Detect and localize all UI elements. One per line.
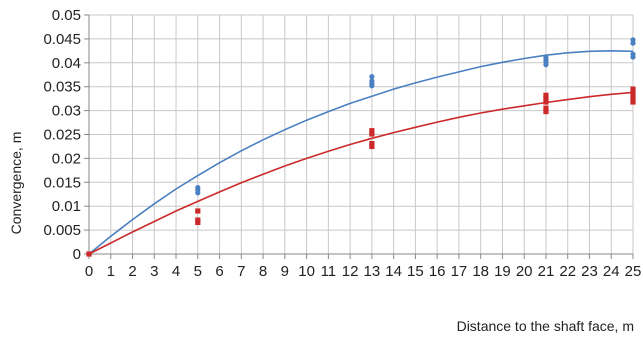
- x-axis-title: Distance to the shaft face, m: [457, 318, 634, 334]
- x-tick-label: 20: [516, 263, 533, 280]
- data-point-series-1: [195, 184, 201, 191]
- y-tick-label: 0.05: [52, 7, 81, 24]
- x-tick-label: 25: [625, 263, 642, 280]
- data-point-series-2: [543, 96, 549, 102]
- x-tick-label: 19: [494, 263, 511, 280]
- y-tick-label: 0.03: [52, 103, 81, 120]
- fit-curve-series-2: [88, 91, 634, 255]
- x-tick-label: 16: [429, 263, 446, 280]
- x-tick-label: 6: [215, 263, 223, 280]
- data-point-series-1: [630, 51, 636, 57]
- data-point-series-1: [630, 37, 636, 43]
- x-tick-label: 1: [107, 263, 115, 280]
- x-tick-label: 2: [128, 263, 136, 280]
- x-tick-label: 21: [538, 263, 555, 280]
- data-point-series-2: [543, 92, 549, 98]
- data-point-series-2: [630, 99, 636, 105]
- data-point-series-2: [543, 108, 549, 115]
- x-tick-label: 12: [342, 263, 359, 280]
- x-tick-label: 9: [281, 263, 289, 280]
- data-point-series-1: [369, 78, 375, 84]
- x-tick-label: 11: [321, 263, 337, 280]
- data-point-series-2: [86, 251, 92, 257]
- fit-curves: [88, 49, 634, 255]
- y-tick-label: 0.045: [43, 31, 81, 48]
- data-point-series-1: [543, 54, 549, 61]
- x-tick-label: 17: [451, 263, 468, 280]
- y-tick-label: 0.02: [52, 150, 81, 167]
- data-point-series-2: [543, 105, 549, 111]
- data-points: [86, 37, 636, 257]
- data-point-series-2: [543, 99, 549, 105]
- y-tick-label: 0.01: [52, 198, 81, 215]
- fit-curve-series-1: [88, 49, 634, 255]
- data-point-series-2: [369, 131, 375, 137]
- x-tick-label: 4: [172, 263, 180, 280]
- x-tick-label: 10: [298, 263, 315, 280]
- y-tick-label: 0.025: [43, 127, 81, 144]
- data-point-series-2: [369, 143, 375, 150]
- data-point-series-2: [195, 208, 201, 214]
- x-tick-label: 0: [85, 263, 93, 280]
- y-axis-title: Convergence, m: [8, 132, 24, 235]
- y-tick-label: 0.015: [43, 174, 81, 191]
- tick-labels: 0 1 2 3 4 5 6 7 8 9 10 11 12 13 14 15 16 17 18 19 20 21 22 23 24…: [43, 7, 641, 280]
- chart-grid: [88, 14, 634, 255]
- x-tick-label: 7: [237, 263, 245, 280]
- x-tick-label: 8: [259, 263, 267, 280]
- x-tick-label: 13: [364, 263, 381, 280]
- x-tick-label: 23: [581, 263, 598, 280]
- y-tick-label: 0: [73, 246, 81, 263]
- x-tick-label: 15: [407, 263, 424, 280]
- x-tick-label: 3: [150, 263, 158, 280]
- x-tick-label: 22: [559, 263, 576, 280]
- x-tick-label: 5: [194, 263, 202, 280]
- x-tick-label: 24: [603, 263, 620, 280]
- x-tick-label: 18: [472, 263, 489, 280]
- y-tick-label: 0.005: [43, 222, 81, 239]
- data-point-series-2: [195, 217, 201, 223]
- x-tick-label: 14: [385, 263, 402, 280]
- y-tick-label: 0.035: [43, 79, 81, 96]
- data-point-series-2: [369, 128, 375, 134]
- data-point-series-2: [630, 86, 636, 92]
- data-point-series-1: [369, 74, 375, 80]
- data-point-series-2: [369, 140, 375, 147]
- chart-axes: [84, 14, 634, 259]
- data-point-series-2: [630, 95, 636, 101]
- y-tick-label: 0.04: [52, 55, 81, 72]
- data-point-series-2: [630, 91, 636, 97]
